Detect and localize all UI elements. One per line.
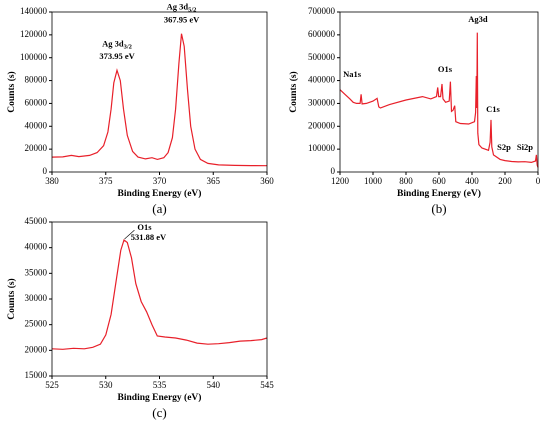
- annotation-label: Na1s: [343, 69, 362, 79]
- caption: (a): [152, 201, 166, 216]
- x-tick-label: 525: [45, 380, 59, 390]
- annotation-text: Ag 3d: [167, 2, 189, 12]
- x-tick-label: 600: [432, 176, 446, 186]
- plot-frame: [51, 11, 268, 173]
- y-axis-label: Counts (s): [6, 278, 17, 319]
- x-tick-label: 1000: [364, 176, 383, 186]
- x-tick-label: 400: [465, 176, 479, 186]
- spectrum-line: [51, 33, 268, 167]
- plot-frame: [51, 221, 268, 377]
- y-tick-label: 60000: [25, 97, 48, 107]
- annotation-text: Ag 3d: [102, 38, 124, 48]
- y-tick-label: 15000: [25, 370, 48, 380]
- x-tick-label: 530: [99, 380, 113, 390]
- y-tick-label: 400000: [308, 75, 336, 85]
- y-tick-label: 600000: [308, 29, 336, 39]
- leader-line: [124, 229, 135, 240]
- spectrum-line: [51, 239, 268, 350]
- x-axis-label: Binding Energy (eV): [397, 188, 481, 199]
- x-tick-label: 375: [99, 176, 113, 186]
- y-tick-label: 30000: [25, 293, 48, 303]
- y-tick-label: 80000: [25, 75, 48, 85]
- y-axis-label: Counts (s): [6, 71, 17, 112]
- annotation-label: Si2p: [517, 142, 533, 152]
- x-tick-label: 1200: [331, 176, 350, 186]
- y-tick-label: 20000: [25, 344, 48, 354]
- y-axis-label: Counts (s): [288, 71, 299, 112]
- x-tick-label: 0: [536, 176, 541, 186]
- plot-frame: [339, 11, 539, 173]
- annotation-subscript: 5/2: [188, 7, 196, 14]
- y-tick-label: 700000: [308, 6, 336, 16]
- y-tick-label: 25000: [25, 319, 48, 329]
- x-tick-label: 380: [45, 176, 59, 186]
- annotation-label: S2p: [497, 142, 511, 152]
- y-tick-label: 40000: [25, 120, 48, 130]
- x-tick-label: 365: [207, 176, 221, 186]
- spectrum-line: [339, 32, 539, 168]
- annotation-label: Ag 3d3/2: [102, 38, 132, 51]
- annotation-label: Ag3d: [468, 14, 488, 24]
- caption: (c): [152, 405, 166, 420]
- x-axis-label: Binding Energy (eV): [118, 392, 202, 403]
- x-tick-label: 360: [260, 176, 274, 186]
- y-tick-label: 100000: [20, 52, 48, 62]
- y-tick-label: 120000: [20, 29, 48, 39]
- x-tick-label: 545: [260, 380, 274, 390]
- x-tick-label: 535: [153, 380, 167, 390]
- y-tick-label: 140000: [20, 6, 48, 16]
- x-tick-label: 200: [498, 176, 512, 186]
- annotation-label: O1s: [438, 64, 453, 74]
- y-tick-label: 300000: [308, 97, 336, 107]
- y-tick-label: 20000: [25, 143, 48, 153]
- annotation-label: O1s: [137, 222, 152, 232]
- annotation-label: Ag 3d5/2: [167, 2, 197, 15]
- y-tick-label: 35000: [25, 267, 48, 277]
- annotation-energy: 367.95 eV: [164, 15, 200, 25]
- y-tick-label: 40000: [25, 242, 48, 252]
- annotation-energy: 373.95 eV: [99, 51, 135, 61]
- y-tick-label: 500000: [308, 52, 336, 62]
- caption: (b): [431, 201, 446, 216]
- annotation-subscript: 3/2: [124, 44, 132, 51]
- annotation-label: C1s: [486, 104, 500, 114]
- x-tick-label: 370: [153, 176, 167, 186]
- y-tick-label: 0: [43, 166, 48, 176]
- y-tick-label: 45000: [25, 216, 48, 226]
- x-tick-label: 540: [207, 380, 221, 390]
- x-tick-label: 800: [399, 176, 413, 186]
- y-tick-label: 200000: [308, 120, 336, 130]
- y-tick-label: 0: [331, 166, 336, 176]
- annotation-energy: 531.88 eV: [131, 232, 167, 242]
- y-tick-label: 100000: [308, 143, 336, 153]
- x-axis-label: Binding Energy (eV): [118, 188, 202, 199]
